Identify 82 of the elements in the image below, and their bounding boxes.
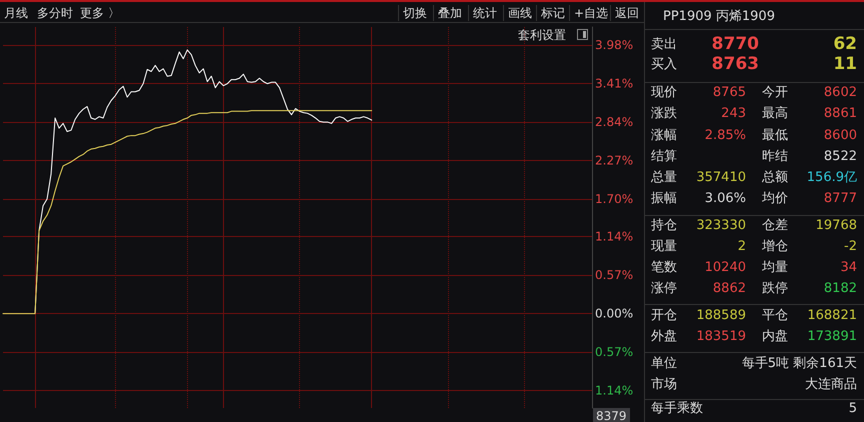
text: 单位 [651,356,677,372]
text: 今开 [762,85,788,101]
text: 均价 [762,191,788,207]
text: 持仓 [651,218,677,234]
text: -2 [844,239,857,255]
text: 每手乘数 [651,401,703,417]
text: 平仓 [762,308,788,324]
text: 183519 [696,329,746,345]
text: 8763 [712,54,759,74]
text: 标记 [536,5,565,21]
text: 切换 [398,5,427,21]
text: 62 [833,34,857,54]
y-tick-label: 2.27% [595,154,634,168]
text: 总额 [762,170,788,186]
text: 19768 [816,218,857,234]
text: 内盘 [762,329,788,345]
text: 涨幅 [651,128,677,144]
text: 5 [848,401,857,417]
y-tick-label: 1.14% [595,230,634,244]
y-tick-label: 1.14% [595,383,634,398]
text: 243 [721,106,746,122]
y-tick-label: 3.98% [595,38,634,52]
text: 156.9亿 [806,170,857,186]
y-tick-label: 1.70% [595,192,634,206]
text: 画线 [503,5,532,21]
text: 34 [840,260,857,276]
text: 现量 [651,239,677,255]
y-tick-label: 2.84% [595,115,634,130]
text: 市场 [651,377,677,393]
text: 增仓 [762,239,788,255]
text: 外盘 [651,329,677,345]
text: 8379 [593,408,630,422]
text: 8861 [824,106,857,122]
text: 10240 [704,260,746,276]
text: 返回 [610,5,639,21]
text: 仓差 [762,218,788,234]
text: 涨停 [651,281,677,297]
text: 最低 [762,128,788,144]
text: 357410 [696,170,746,186]
text: 8602 [824,85,857,101]
text: 多分时 [37,5,73,21]
text: 涨跌 [651,106,677,122]
text: 2.85% [704,128,746,144]
text: 最高 [762,106,788,122]
text: 188589 [696,308,746,324]
text: 开仓 [651,308,677,324]
text: 2 [738,239,746,255]
text: 月线 [4,5,28,21]
text: 卖出 [651,37,677,53]
text: 现价 [651,85,677,101]
text: 结算 [651,149,677,165]
text: 323330 [696,218,746,234]
text: 更多 〉 [80,5,120,21]
y-tick-label: 0.00% [595,306,634,321]
text: 振幅 [651,191,677,207]
text: 173891 [807,329,857,345]
text: 8600 [824,128,857,144]
text: 168821 [807,308,857,324]
y-tick-label: 0.57% [595,268,634,282]
text: PP1909 丙烯1909 [663,9,775,25]
text: 8862 [712,281,746,297]
y-tick-label: 0.57% [595,345,634,360]
annotation: 套利设置 [518,27,566,43]
text: 总量 [651,170,677,186]
text: 每手5吨 剩余161天 [742,356,857,372]
text: 均量 [762,260,788,276]
text: 11 [833,54,857,74]
text: 8777 [824,191,857,207]
text: 买入 [651,57,677,73]
text: 8522 [824,149,857,165]
text: 笔数 [651,260,677,276]
text: 叠加 [433,5,462,21]
text: 8182 [824,281,857,297]
text: 昨结 [762,149,788,165]
text: 8770 [712,34,759,54]
text: 跌停 [762,281,788,297]
text: 统计 [468,5,497,21]
text: 8765 [712,85,746,101]
text: 大连商品 [805,377,857,393]
text: 3.06% [704,191,746,207]
y-tick-label: 3.41% [595,76,634,91]
text: +自选 [569,5,608,21]
